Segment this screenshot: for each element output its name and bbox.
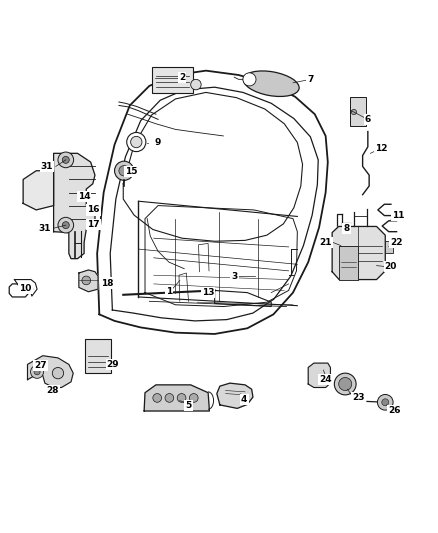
Text: 24: 24 (319, 375, 332, 384)
Circle shape (127, 133, 146, 151)
Text: 13: 13 (202, 288, 214, 297)
Text: 5: 5 (185, 401, 192, 410)
Polygon shape (144, 385, 209, 411)
Bar (85, 339, 111, 373)
Ellipse shape (243, 71, 299, 96)
Polygon shape (217, 383, 253, 408)
Text: 21: 21 (319, 238, 332, 247)
Text: 12: 12 (374, 144, 387, 154)
Circle shape (31, 365, 44, 378)
Text: 20: 20 (385, 262, 397, 271)
Text: 28: 28 (46, 386, 59, 395)
Bar (339, 246, 358, 279)
Text: 15: 15 (125, 167, 138, 176)
Circle shape (334, 373, 356, 395)
Circle shape (165, 393, 174, 402)
Text: 4: 4 (241, 395, 247, 403)
Polygon shape (308, 363, 330, 387)
Text: 26: 26 (389, 406, 401, 415)
Circle shape (82, 276, 91, 285)
Circle shape (382, 399, 389, 406)
Text: 2: 2 (179, 73, 185, 82)
Text: 29: 29 (107, 360, 119, 369)
Text: 14: 14 (78, 192, 90, 201)
Bar (152, 67, 193, 93)
Bar (385, 241, 393, 254)
Text: 31: 31 (39, 224, 51, 233)
Text: 7: 7 (307, 75, 314, 84)
Circle shape (34, 369, 40, 375)
Text: 27: 27 (34, 361, 47, 370)
Text: 23: 23 (352, 393, 364, 402)
Circle shape (115, 161, 134, 180)
Circle shape (52, 367, 64, 379)
Text: 10: 10 (19, 284, 32, 293)
Circle shape (131, 136, 142, 148)
Text: 16: 16 (87, 205, 99, 214)
Circle shape (378, 394, 393, 410)
Circle shape (191, 79, 201, 90)
Text: 22: 22 (390, 238, 403, 247)
Polygon shape (53, 154, 95, 259)
Circle shape (62, 222, 69, 229)
Text: 1: 1 (166, 287, 172, 296)
Circle shape (189, 393, 198, 402)
Circle shape (58, 217, 74, 233)
Polygon shape (79, 270, 98, 292)
Circle shape (62, 156, 69, 163)
Text: 8: 8 (343, 224, 350, 233)
Text: 3: 3 (232, 272, 238, 280)
Polygon shape (23, 171, 53, 210)
Text: 18: 18 (101, 279, 113, 287)
Circle shape (339, 377, 352, 391)
Bar (350, 97, 366, 126)
Polygon shape (332, 227, 385, 279)
Text: 17: 17 (87, 220, 100, 229)
Text: 9: 9 (155, 139, 161, 148)
Text: 6: 6 (365, 115, 371, 124)
Circle shape (153, 393, 162, 402)
Circle shape (58, 152, 74, 168)
Polygon shape (28, 356, 73, 387)
Circle shape (119, 166, 129, 176)
Circle shape (177, 393, 186, 402)
Text: 11: 11 (392, 211, 405, 220)
Circle shape (351, 109, 357, 115)
Circle shape (243, 73, 256, 86)
Text: 31: 31 (41, 162, 53, 171)
